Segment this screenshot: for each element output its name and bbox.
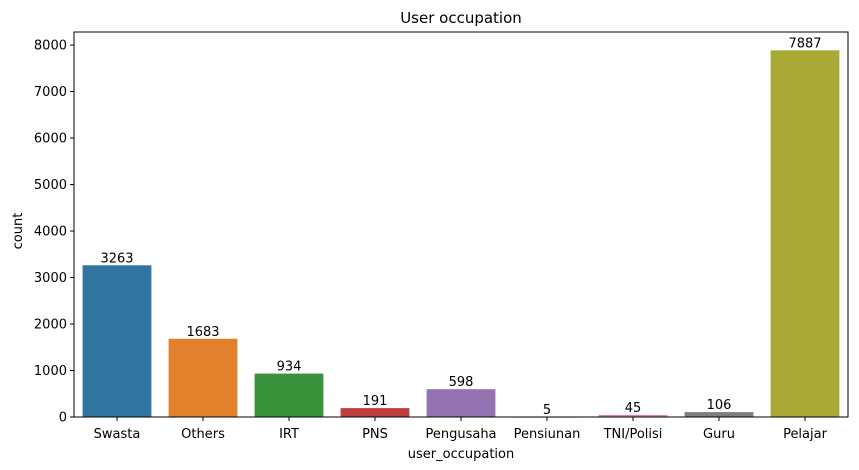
x-tick-label: Swasta [94, 427, 141, 442]
x-axis-title: user_occupation [408, 447, 514, 462]
bar-tni-polisi [598, 414, 668, 417]
bar-irt [254, 373, 324, 417]
data-label: 106 [707, 398, 732, 413]
x-tick-label: Pelajar [783, 427, 828, 442]
x-tick-label: Pensiunan [514, 427, 581, 442]
chart-title: User occupation [400, 9, 522, 27]
bar-others [168, 338, 238, 417]
data-label: 191 [363, 394, 388, 409]
bar-pelajar [770, 50, 840, 417]
data-label: 598 [449, 375, 474, 390]
data-label: 45 [625, 401, 642, 416]
x-tick-label: PNS [362, 427, 388, 442]
bar-pns [340, 408, 410, 417]
plot-frame [73, 31, 849, 418]
y-tick-label: 8000 [34, 39, 67, 54]
y-tick-label: 5000 [34, 178, 67, 193]
x-tick-label: TNI/Polisi [603, 427, 663, 442]
x-axis: Swasta Others IRT PNS Pengusaha Pensiunan TNI/… [94, 417, 828, 442]
bar-pengusaha [426, 389, 496, 417]
x-tick-label: Pengusaha [425, 427, 496, 442]
y-tick-label: 0 [59, 411, 67, 426]
y-tick-label: 3000 [34, 271, 67, 286]
y-tick-label: 7000 [34, 85, 67, 100]
x-tick-label: Others [181, 427, 225, 442]
bars-group [82, 50, 840, 418]
x-tick-label: IRT [279, 427, 299, 442]
data-label: 5 [543, 403, 551, 418]
data-labels-group: 3263 1683 934 191 598 5 45 106 7887 [100, 36, 821, 417]
bar-guru [684, 412, 754, 417]
y-tick-label: 4000 [34, 225, 67, 240]
y-tick-label: 6000 [34, 132, 67, 147]
y-tick-label: 2000 [34, 318, 67, 333]
y-tick-label: 1000 [34, 364, 67, 379]
data-label: 1683 [186, 325, 219, 340]
y-axis-title: count [11, 213, 26, 250]
y-axis: 0 1000 2000 3000 4000 5000 6000 7000 8000 [34, 39, 74, 426]
data-label: 7887 [788, 36, 821, 51]
data-label: 3263 [100, 251, 133, 266]
x-tick-label: Guru [703, 427, 735, 442]
bar-swasta [82, 265, 152, 417]
data-label: 934 [277, 360, 302, 375]
